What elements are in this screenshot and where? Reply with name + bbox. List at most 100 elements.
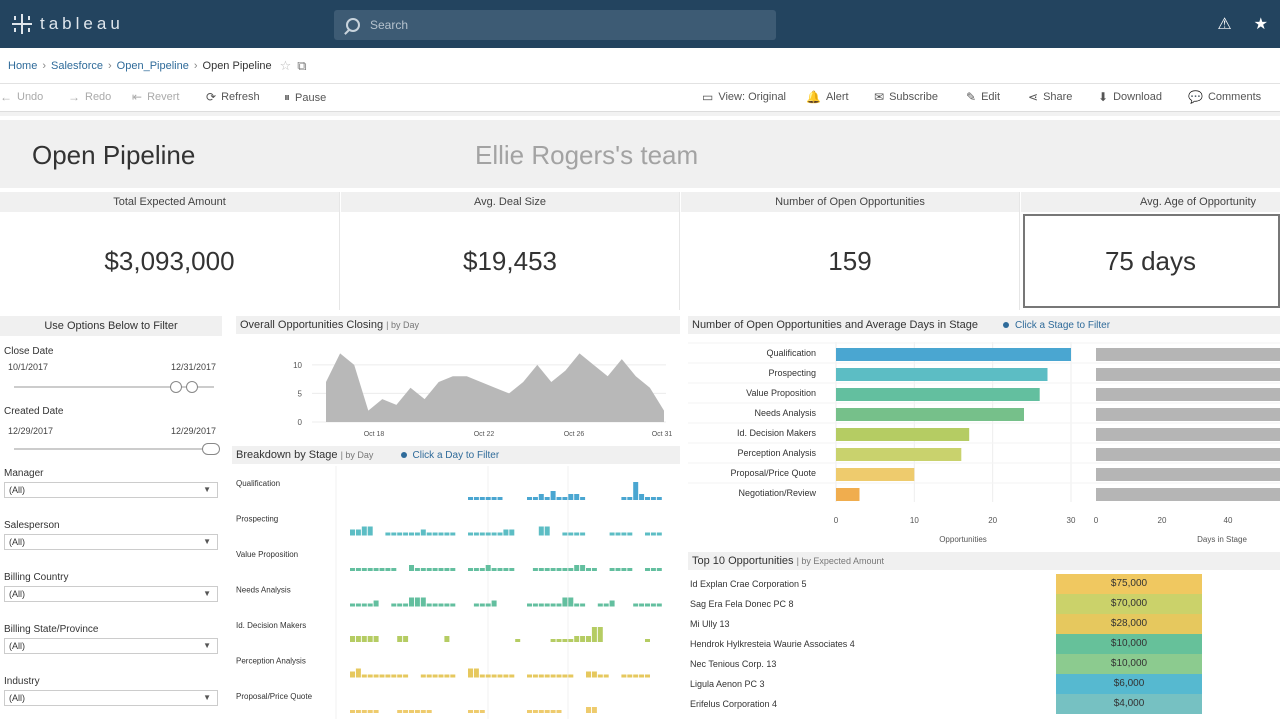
close-date-slider[interactable] <box>14 381 214 393</box>
billing-country-label: Billing Country <box>4 572 69 583</box>
salesperson-label: Salesperson <box>4 520 60 531</box>
stage-day-bar <box>574 565 580 571</box>
stage-day-bar <box>580 497 586 500</box>
stage-hint: Click a Stage to Filter <box>1003 320 1110 331</box>
star-icon[interactable]: ★ <box>1253 16 1268 33</box>
download-button[interactable]: ⬇ Download <box>1098 90 1162 104</box>
search-input[interactable] <box>370 18 750 32</box>
download-icon: ⬇ <box>1098 90 1109 104</box>
edit-button[interactable]: ✎ Edit <box>966 90 1001 104</box>
revert-button[interactable]: ⇤ Revert <box>132 90 180 104</box>
stage-day-bar <box>355 710 361 713</box>
opportunities-bar <box>836 388 1040 401</box>
stage-day-bar <box>473 532 479 536</box>
chevron-down-icon: ▼ <box>203 693 211 702</box>
stage-day-bar <box>615 532 621 536</box>
closing-area-chart[interactable]: 10 5 0 Oct 18 Oct 22 Oct 26 Oct 31 <box>236 336 680 440</box>
billing-state-select[interactable]: (All) ▼ <box>4 638 218 654</box>
created-date-to[interactable]: 12/29/2017 <box>170 426 216 436</box>
stage-row-label: Value Proposition <box>236 550 298 559</box>
stage-day-bar <box>532 568 538 571</box>
x-tick-label: Oct 22 <box>474 431 495 438</box>
view-original-button[interactable]: ▭ View: Original <box>702 90 787 104</box>
created-date-slider[interactable] <box>14 443 220 455</box>
pause-button[interactable]: ⏸ Pause <box>284 90 327 104</box>
stage-day-bar <box>444 532 450 536</box>
x-tick-label: 0 <box>834 516 839 525</box>
close-date-to[interactable]: 12/31/2017 <box>170 362 216 372</box>
y-tick-label: 10 <box>293 361 302 370</box>
opportunities-bar <box>836 448 962 461</box>
stage-row-label: Prospecting <box>236 515 278 524</box>
dashboard: Open Pipeline Ellie Rogers's team Total … <box>0 116 1280 719</box>
stage-day-bar <box>361 636 367 642</box>
stage-day-bar <box>414 710 420 713</box>
expected-amount-cell: $28,000 <box>1056 614 1202 634</box>
breadcrumb-workbook[interactable]: Open_Pipeline <box>116 59 189 72</box>
expected-amount-cell: $10,000 <box>1056 654 1202 674</box>
stage-row-label: Qualification <box>236 479 280 488</box>
stage-day-bar <box>532 710 538 713</box>
stage-day-bar <box>438 603 444 607</box>
stage-day-bar <box>538 494 544 500</box>
duplicate-icon[interactable]: ⧉ <box>297 57 307 73</box>
breadcrumb-salesforce[interactable]: Salesforce <box>51 59 103 72</box>
opportunities-bar <box>836 428 970 441</box>
billing-country-select[interactable]: (All) ▼ <box>4 586 218 602</box>
stage-day-bar <box>509 529 515 536</box>
search-box[interactable] <box>334 10 776 40</box>
stage-day-bar <box>379 568 385 571</box>
days-in-stage-bar <box>1096 488 1280 501</box>
subscribe-icon: ✉ <box>874 90 885 104</box>
kpi-avg-deal-size[interactable]: Avg. Deal Size $19,453 <box>341 192 680 310</box>
redo-button[interactable]: → Redo <box>68 90 112 104</box>
stage-day-bar <box>350 636 355 642</box>
closing-header: Overall Opportunities Closing | by Day <box>236 316 680 334</box>
stage-day-bar <box>350 671 355 678</box>
stage-chart-header: Number of Open Opportunities and Average… <box>688 316 1280 334</box>
alert-triangle-icon[interactable]: ⚠ <box>1217 16 1232 33</box>
stage-day-bar <box>574 494 580 500</box>
stage-day-bar <box>556 639 562 642</box>
stage-day-bar <box>403 636 409 642</box>
stage-day-bar <box>367 674 373 678</box>
kpi-avg-age-opportunity[interactable]: Avg. Age of Opportunity 75 days <box>1021 192 1280 310</box>
days-in-stage-bar <box>1096 428 1280 441</box>
industry-select[interactable]: (All) ▼ <box>4 690 218 706</box>
stage-day-bar <box>556 603 562 607</box>
stage-day-bar <box>350 568 355 571</box>
salesperson-select[interactable]: (All) ▼ <box>4 534 218 550</box>
kpi-number-open-opportunities[interactable]: Number of Open Opportunities 159 <box>681 192 1020 310</box>
favorite-star-icon[interactable]: ☆ <box>279 57 292 73</box>
stage-day-bar <box>391 603 397 607</box>
stage-bar-chart[interactable]: Qualification Prospecting Value Propositio… <box>688 336 1280 546</box>
undo-button[interactable]: ← Undo <box>0 90 44 104</box>
share-button[interactable]: ⋖ Share <box>1028 90 1073 104</box>
created-date-from[interactable]: 12/29/2017 <box>8 426 54 436</box>
breadcrumb-home[interactable]: Home <box>8 59 38 72</box>
close-date-start-handle[interactable] <box>170 381 182 393</box>
manager-select[interactable]: (All) ▼ <box>4 482 218 498</box>
stage-day-bar <box>562 568 568 571</box>
stage-day-bar <box>450 603 456 607</box>
stage-day-bar <box>403 532 409 536</box>
breakdown-chart[interactable]: Qualification Prospecting Value Propositio… <box>232 466 680 719</box>
stage-day-bar <box>485 674 491 678</box>
stage-day-bar <box>633 482 639 500</box>
alert-button[interactable]: 🔔 Alert <box>806 90 849 104</box>
stage-day-bar <box>409 532 414 536</box>
close-date-end-handle[interactable] <box>186 381 198 393</box>
stage-day-bar <box>414 597 420 607</box>
subscribe-button[interactable]: ✉ Subscribe <box>874 90 938 104</box>
stage-day-bar <box>597 674 603 678</box>
close-date-from[interactable]: 10/1/2017 <box>8 362 49 372</box>
kpi-total-expected-amount[interactable]: Total Expected Amount $3,093,000 <box>0 192 340 310</box>
refresh-button[interactable]: ⟳ Refresh <box>206 90 260 104</box>
stage-day-bar <box>544 710 550 713</box>
created-date-handle[interactable] <box>202 443 220 455</box>
tableau-logo[interactable]: tableau <box>10 12 124 36</box>
stage-day-bar <box>491 600 497 607</box>
stage-day-bar <box>391 532 397 536</box>
stage-day-bar <box>426 674 432 678</box>
comments-button[interactable]: 💬 Comments <box>1188 90 1262 104</box>
